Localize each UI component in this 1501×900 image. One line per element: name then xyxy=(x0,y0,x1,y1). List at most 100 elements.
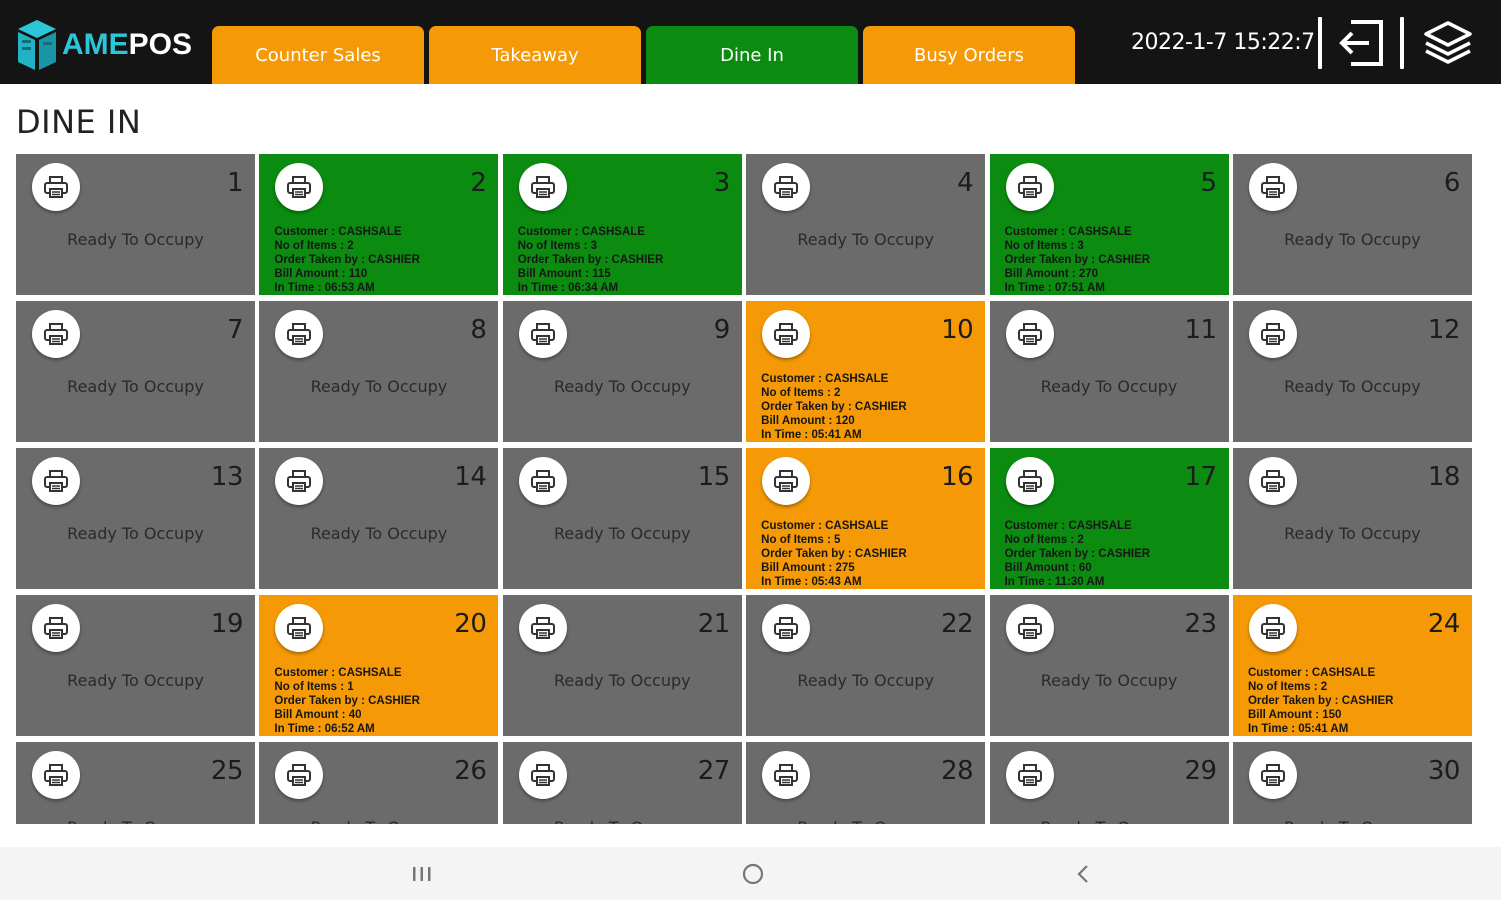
table-number: 7 xyxy=(226,315,244,345)
table-card-11[interactable]: 11 Ready To Occupy xyxy=(989,301,1229,442)
table-card-3[interactable]: 3 Customer : CASHSALE No of Items : 3 Order… xyxy=(502,154,742,295)
printer-icon[interactable] xyxy=(275,163,324,211)
table-card-10[interactable]: 10 Customer : CASHSALE No of Items : 2 Orde… xyxy=(746,301,986,442)
printer-icon[interactable] xyxy=(762,457,811,505)
table-card-1[interactable]: 1 Ready To Occupy xyxy=(16,154,255,295)
table-card-9[interactable]: 9 Ready To Occupy xyxy=(502,301,742,442)
table-card-24[interactable]: 24 Customer : CASHSALE No of Items : 2 Orde… xyxy=(1232,595,1472,736)
table-grid-viewport[interactable]: 1 Ready To Occupy 2 Customer : CASHSALE No o… xyxy=(16,154,1472,824)
printer-icon[interactable] xyxy=(32,751,80,799)
header-divider xyxy=(1400,17,1404,69)
table-card-30[interactable]: 30 Ready To Occupy xyxy=(1232,742,1472,824)
table-number: 17 xyxy=(1184,462,1217,492)
table-number: 24 xyxy=(1427,609,1461,639)
printer-icon[interactable] xyxy=(1005,163,1054,211)
printer-icon[interactable] xyxy=(275,457,324,505)
printer-icon[interactable] xyxy=(1005,604,1054,652)
table-number: 10 xyxy=(941,315,974,345)
order-in-time: In Time : 06:34 AM xyxy=(517,282,619,294)
table-card-21[interactable]: 21 Ready To Occupy xyxy=(502,595,742,736)
table-card-23[interactable]: 23 Ready To Occupy xyxy=(989,595,1229,736)
table-card-6[interactable]: 6 Ready To Occupy xyxy=(1232,154,1472,295)
printer-icon[interactable] xyxy=(275,751,324,799)
back-icon[interactable] xyxy=(1063,859,1103,889)
table-number: 13 xyxy=(210,462,244,492)
table-card-16[interactable]: 16 Customer : CASHSALE No of Items : 5 Orde… xyxy=(746,448,986,589)
table-card-29[interactable]: 29 Ready To Occupy xyxy=(989,742,1229,824)
printer-icon[interactable] xyxy=(32,163,80,211)
table-card-13[interactable]: 13 Ready To Occupy xyxy=(16,448,255,589)
table-status: Ready To Occupy xyxy=(553,377,691,396)
table-status: Ready To Occupy xyxy=(1040,671,1178,690)
order-bill-amount: Bill Amount : 115 xyxy=(517,268,611,280)
layers-icon[interactable] xyxy=(1422,17,1474,69)
printer-icon[interactable] xyxy=(32,310,80,358)
table-number: 3 xyxy=(713,168,731,198)
table-number: 2 xyxy=(470,168,487,198)
order-details: Customer : CASHSALE No of Items : 2 Order … xyxy=(1005,519,1151,589)
order-item-count: No of Items : 2 xyxy=(274,240,354,252)
tab-takeaway[interactable]: Takeaway xyxy=(429,26,641,84)
home-icon[interactable] xyxy=(733,859,773,889)
table-number: 6 xyxy=(1443,168,1461,198)
table-card-25[interactable]: 25 Ready To Occupy xyxy=(16,742,255,824)
printer-icon[interactable] xyxy=(275,604,324,652)
printer-icon[interactable] xyxy=(762,163,811,211)
printer-icon[interactable] xyxy=(1005,751,1054,799)
tab-counter-sales[interactable]: Counter Sales xyxy=(212,26,424,84)
table-card-18[interactable]: 18 Ready To Occupy xyxy=(1232,448,1472,589)
table-card-28[interactable]: 28 Ready To Occupy xyxy=(746,742,986,824)
order-taken-by: Order Taken by : CASHIER xyxy=(1004,548,1151,560)
table-card-22[interactable]: 22 Ready To Occupy xyxy=(746,595,986,736)
printer-icon[interactable] xyxy=(1005,457,1054,505)
printer-icon[interactable] xyxy=(1248,457,1297,505)
printer-icon[interactable] xyxy=(32,604,80,652)
header-divider xyxy=(1318,17,1322,69)
table-card-17[interactable]: 17 Customer : CASHSALE No of Items : 2 Orde… xyxy=(989,448,1229,589)
table-card-8[interactable]: 8 Ready To Occupy xyxy=(259,301,499,442)
table-number: 29 xyxy=(1184,756,1217,786)
printer-icon[interactable] xyxy=(518,310,567,358)
table-card-15[interactable]: 15 Ready To Occupy xyxy=(502,448,742,589)
printer-icon[interactable] xyxy=(1248,751,1297,799)
printer-icon[interactable] xyxy=(1248,310,1297,358)
table-card-20[interactable]: 20 Customer : CASHSALE No of Items : 1 Orde… xyxy=(259,595,499,736)
table-card-19[interactable]: 19 Ready To Occupy xyxy=(16,595,255,736)
table-card-26[interactable]: 26 Ready To Occupy xyxy=(259,742,499,824)
printer-icon[interactable] xyxy=(762,751,811,799)
printer-icon[interactable] xyxy=(762,310,811,358)
table-card-14[interactable]: 14 Ready To Occupy xyxy=(259,448,499,589)
printer-icon[interactable] xyxy=(762,604,811,652)
tab-dine-in[interactable]: Dine In xyxy=(646,26,858,84)
order-in-time: In Time : 05:41 AM xyxy=(761,429,862,441)
order-item-count: No of Items : 3 xyxy=(1004,240,1084,252)
table-number: 14 xyxy=(454,462,487,492)
table-number: 4 xyxy=(957,168,974,198)
printer-icon[interactable] xyxy=(518,163,567,211)
order-taken-by: Order Taken by : CASHIER xyxy=(1004,254,1151,266)
table-status: Ready To Occupy xyxy=(1284,230,1421,249)
recent-apps-icon[interactable] xyxy=(402,859,442,889)
printer-icon[interactable] xyxy=(518,604,567,652)
table-card-4[interactable]: 4 Ready To Occupy xyxy=(746,154,986,295)
order-item-count: No of Items : 5 xyxy=(761,534,841,546)
table-card-27[interactable]: 27 Ready To Occupy xyxy=(502,742,742,824)
table-card-5[interactable]: 5 Customer : CASHSALE No of Items : 3 Order… xyxy=(989,154,1229,295)
tab-busy-orders[interactable]: Busy Orders xyxy=(863,26,1075,84)
printer-icon[interactable] xyxy=(1248,604,1297,652)
printer-icon[interactable] xyxy=(518,457,567,505)
printer-icon[interactable] xyxy=(275,310,324,358)
table-status: Ready To Occupy xyxy=(1040,377,1178,396)
printer-icon[interactable] xyxy=(32,457,80,505)
printer-icon[interactable] xyxy=(1005,310,1054,358)
table-number: 30 xyxy=(1427,756,1461,786)
order-in-time: In Time : 06:52 AM xyxy=(274,723,375,735)
table-card-12[interactable]: 12 Ready To Occupy xyxy=(1232,301,1472,442)
table-number: 26 xyxy=(454,756,487,786)
table-status: Ready To Occupy xyxy=(553,671,691,690)
logout-icon[interactable] xyxy=(1336,17,1388,69)
table-card-7[interactable]: 7 Ready To Occupy xyxy=(16,301,255,442)
printer-icon[interactable] xyxy=(518,751,567,799)
table-card-2[interactable]: 2 Customer : CASHSALE No of Items : 2 Order… xyxy=(259,154,499,295)
printer-icon[interactable] xyxy=(1248,163,1297,211)
